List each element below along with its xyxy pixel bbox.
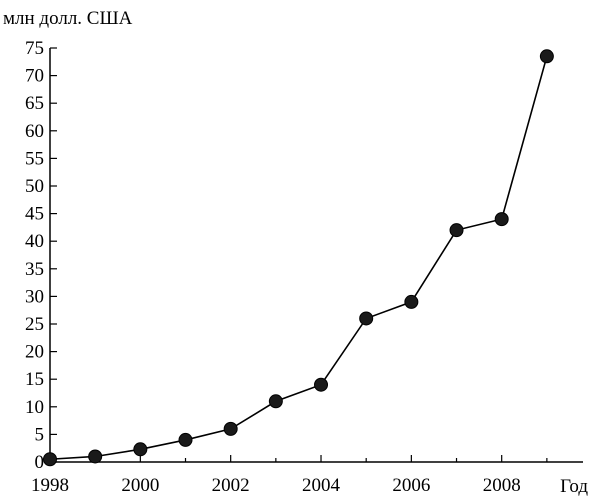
data-point <box>314 377 329 392</box>
y-tick-label: 30 <box>25 286 44 307</box>
data-point <box>133 442 148 457</box>
x-tick-label: 2006 <box>392 475 430 496</box>
y-ticks: 0 5 10 15 20 25 30 35 40 45 50 55 60 65 70 75 <box>25 38 57 473</box>
data-point <box>494 212 509 227</box>
x-tick-label: 2008 <box>483 475 521 496</box>
y-tick-label: 40 <box>25 231 44 252</box>
y-tick-label: 5 <box>35 424 45 445</box>
data-point <box>268 394 283 409</box>
series-layer <box>43 49 554 467</box>
y-tick-label: 75 <box>25 38 44 59</box>
data-point <box>539 49 554 64</box>
data-point <box>223 421 238 436</box>
y-tick-label: 45 <box>25 204 44 225</box>
x-tick-label: 1998 <box>31 475 69 496</box>
x-axis-title: Год <box>560 476 588 497</box>
y-axis-title: млн долл. США <box>3 8 133 29</box>
data-point <box>449 223 464 238</box>
series-line <box>49 56 548 461</box>
y-tick-label: 60 <box>25 121 44 142</box>
y-tick-label: 25 <box>25 314 44 335</box>
y-tick-label: 10 <box>25 397 44 418</box>
y-tick-label: 20 <box>25 342 44 363</box>
data-point <box>359 311 374 326</box>
y-tick-label: 35 <box>25 259 44 280</box>
y-tick-label: 0 <box>35 452 45 473</box>
x-tick-label: 2000 <box>121 475 159 496</box>
y-tick-label: 50 <box>25 176 44 197</box>
y-tick-label: 65 <box>25 93 44 114</box>
x-tick-label: 2002 <box>212 475 250 496</box>
data-point <box>43 452 57 467</box>
y-tick-label: 55 <box>25 148 44 169</box>
y-tick-label: 70 <box>25 66 44 87</box>
data-point <box>404 294 419 309</box>
data-point <box>178 432 193 447</box>
y-tick-label: 15 <box>25 369 44 390</box>
x-ticks: 1998 2000 2002 2004 2006 2008 <box>31 455 548 496</box>
data-point <box>88 449 103 464</box>
x-tick-label: 2004 <box>302 475 341 496</box>
